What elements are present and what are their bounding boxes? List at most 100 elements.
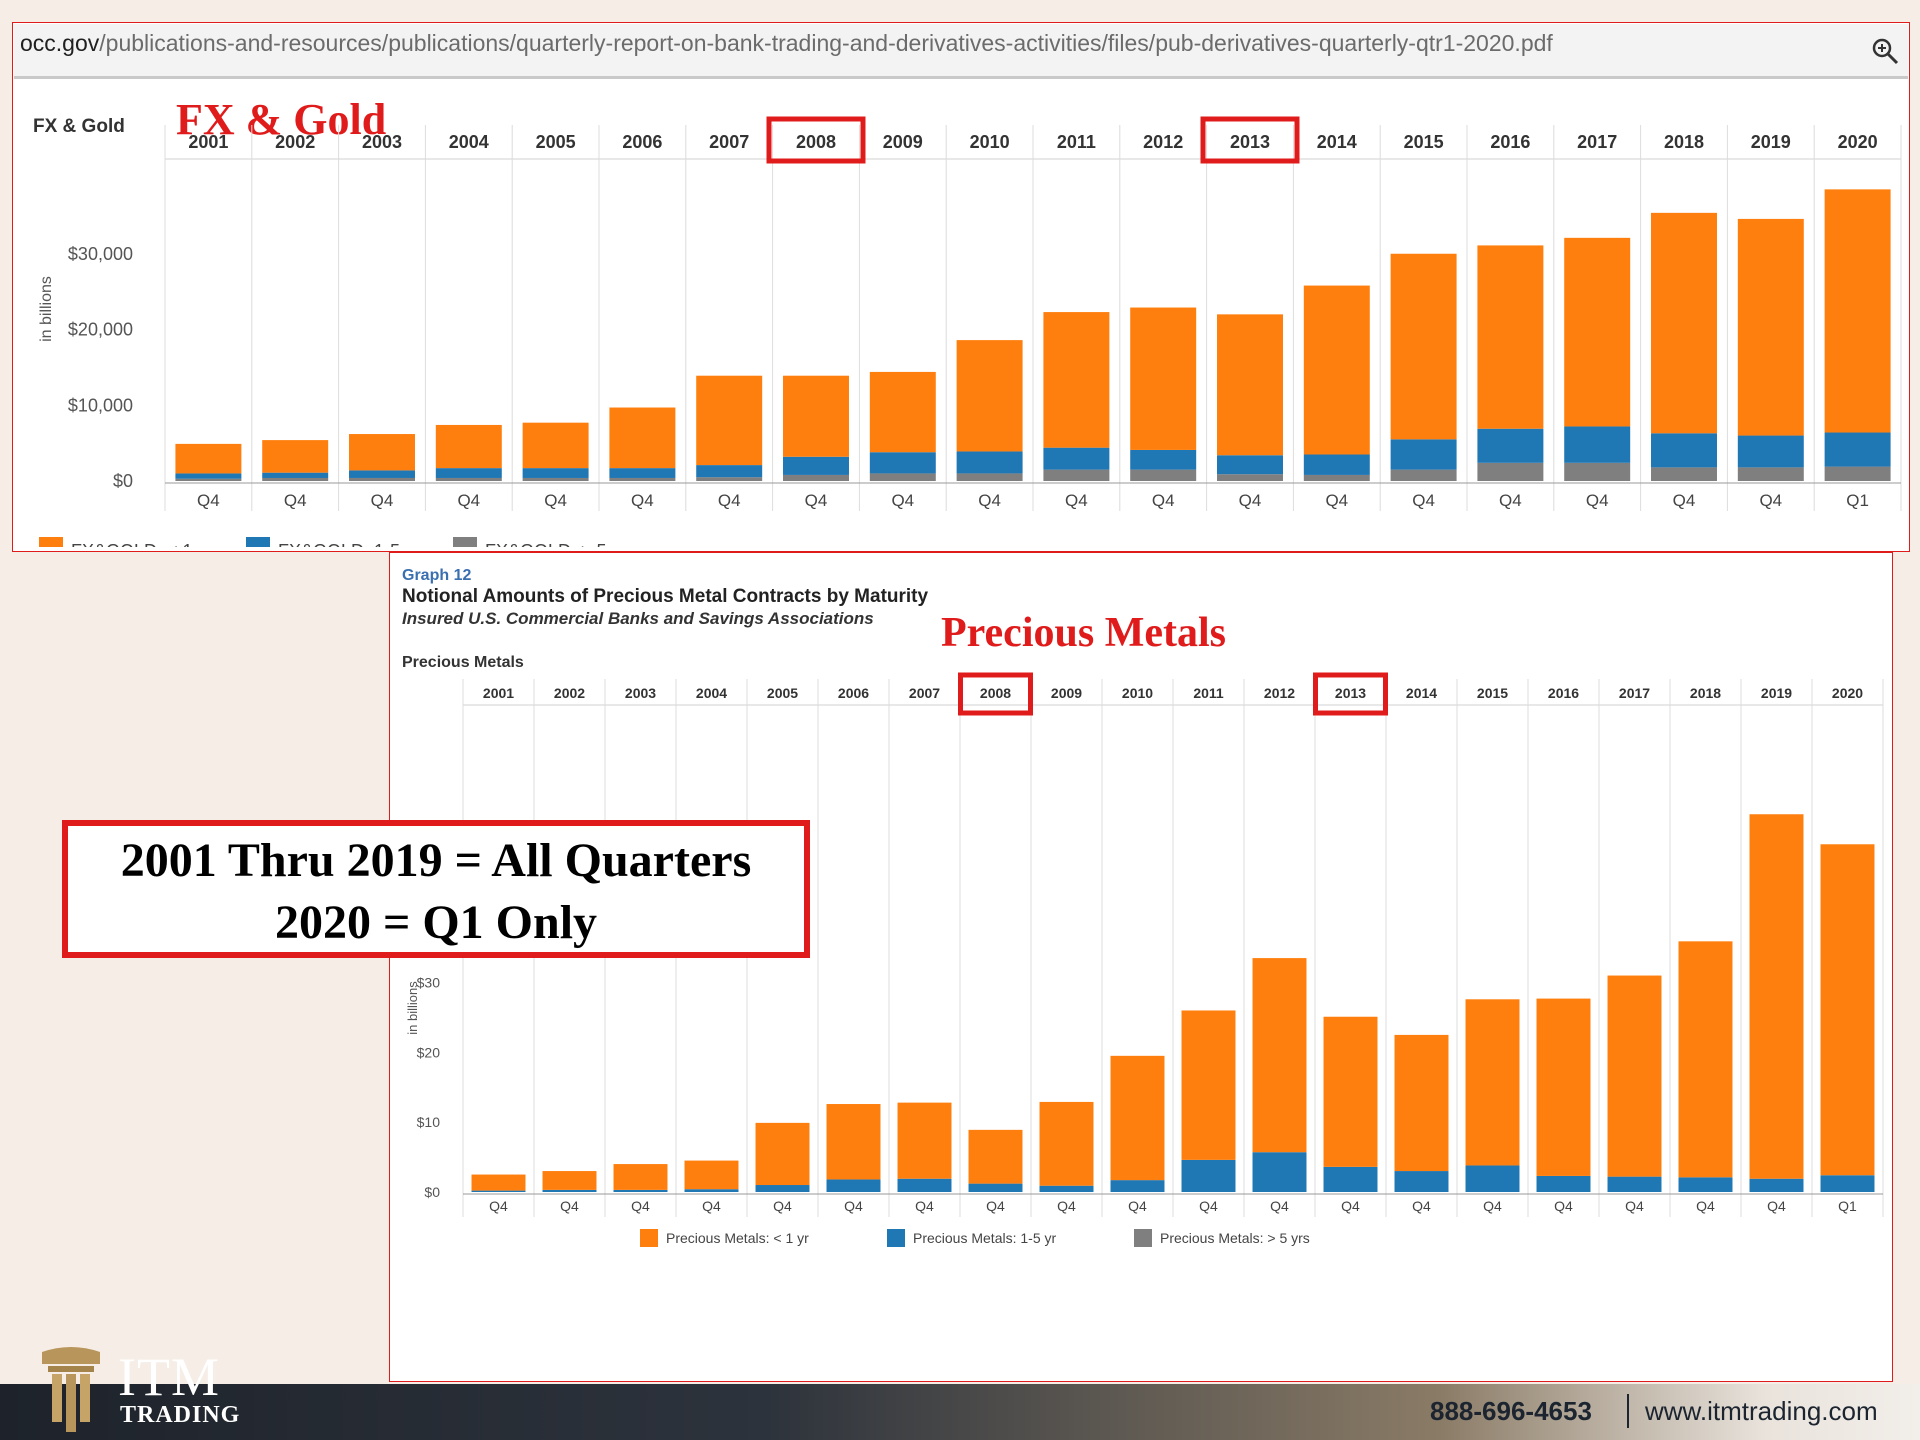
bar-segment	[1824, 432, 1891, 467]
bar-segment	[783, 474, 849, 481]
bar-segment	[1536, 1175, 1591, 1192]
bar-segment	[1678, 941, 1733, 1178]
year-label: 2016	[1548, 685, 1579, 701]
quarter-label: Q4	[805, 491, 828, 510]
footer-divider	[1627, 1394, 1629, 1428]
bar-segment	[522, 468, 589, 478]
pillar-logo-icon	[42, 1347, 100, 1432]
quarter-label: Q4	[718, 491, 741, 510]
quarter-label: Q4	[1412, 1198, 1431, 1214]
graph-label: Graph 12	[402, 567, 471, 584]
chart-title: Notional Amounts of Precious Metal Contr…	[402, 586, 929, 607]
quarter-label: Q4	[544, 491, 567, 510]
bar-segment	[1607, 1176, 1662, 1192]
bar-segment	[1130, 449, 1197, 470]
bar-segment	[1651, 212, 1717, 434]
year-label: 2012	[1143, 132, 1183, 152]
bar-segment	[1465, 1165, 1520, 1192]
callout-line-2: 2020 = Q1 Only	[274, 896, 598, 949]
year-label: 2018	[1690, 685, 1721, 701]
year-label: 2010	[970, 132, 1010, 152]
legend-swatch	[453, 537, 477, 547]
quarter-label: Q4	[1152, 491, 1175, 510]
legend-swatch	[640, 1229, 658, 1247]
bar-segment	[1303, 474, 1370, 481]
bar-segment	[684, 1189, 739, 1192]
bar-segment	[522, 477, 589, 481]
bar-segment	[1217, 314, 1283, 456]
legend-swatch	[887, 1229, 905, 1247]
quarter-label: Q4	[1199, 1198, 1218, 1214]
year-label: 2020	[1838, 132, 1878, 152]
y-tick-label: $20,000	[68, 320, 133, 340]
legend-swatch	[246, 537, 270, 547]
year-label: 2011	[1057, 132, 1096, 152]
callout-line-1: 2001 Thru 2019 = All Quarters	[120, 834, 752, 887]
year-label: 2007	[909, 685, 940, 701]
year-label: 2009	[1051, 685, 1082, 701]
year-label: 2014	[1406, 685, 1437, 701]
bar-segment	[1110, 1055, 1165, 1181]
bar-segment	[435, 477, 502, 481]
bar-segment	[1737, 467, 1804, 481]
quarter-label: Q4	[1673, 491, 1696, 510]
legend-swatch	[1134, 1229, 1152, 1247]
quarter-label: Q1	[1846, 491, 1869, 510]
bar-segment	[1477, 462, 1544, 481]
chart-subtitle: Insured U.S. Commercial Banks and Saving…	[402, 609, 874, 628]
logo-brand-text: ITM	[118, 1347, 220, 1407]
quarter-label: Q4	[1065, 491, 1088, 510]
bar-segment	[826, 1104, 881, 1180]
footer-phone[interactable]: 888-696-4653	[1430, 1396, 1592, 1426]
quarter-label: Q4	[1057, 1198, 1076, 1214]
bar-segment	[1110, 1180, 1165, 1192]
bar-segment	[435, 424, 502, 469]
bar-segment	[897, 1178, 952, 1192]
year-label: 2005	[767, 685, 798, 701]
year-label: 2014	[1317, 132, 1357, 152]
bar-segment	[1303, 285, 1370, 455]
legend-label: FX&GOLD: < 1 yr	[71, 541, 213, 547]
bar-segment	[349, 434, 415, 471]
url-path: /publications-and-resources/publications…	[99, 30, 1553, 56]
bar-segment	[956, 473, 1023, 481]
precious-metals-panel: Graph 12 Notional Amounts of Precious Me…	[389, 552, 1893, 1382]
bar-segment	[1651, 467, 1717, 481]
highlight-year-box	[766, 116, 866, 164]
bar-segment	[1465, 999, 1520, 1166]
bar-segment	[175, 443, 242, 474]
year-label: 2008	[796, 132, 836, 152]
bar-segment	[1536, 998, 1591, 1176]
bar-segment	[696, 477, 763, 481]
quarter-label: Q4	[1341, 1198, 1360, 1214]
year-label: 2019	[1761, 685, 1792, 701]
bar-segment	[696, 465, 763, 478]
quarter-label: Q4	[284, 491, 307, 510]
quarter-label: Q4	[1554, 1198, 1573, 1214]
y-tick-label: $0	[424, 1184, 440, 1200]
zoom-magnifier-icon[interactable]	[1870, 36, 1900, 66]
bar-segment	[471, 1190, 526, 1192]
year-label: 2012	[1264, 685, 1295, 701]
year-label: 2019	[1751, 132, 1791, 152]
bar-segment	[755, 1122, 810, 1186]
fx-gold-panel-label: FX & Gold	[33, 116, 125, 137]
bar-segment	[262, 477, 329, 481]
address-url[interactable]: occ.gov/publications-and-resources/publi…	[20, 30, 1553, 57]
year-label: 2018	[1664, 132, 1704, 152]
year-label: 2002	[554, 685, 585, 701]
bar-segment	[1039, 1185, 1094, 1192]
bar-segment	[1043, 447, 1110, 470]
quarter-label: Q4	[1412, 491, 1435, 510]
highlight-year-box	[1200, 116, 1300, 164]
footer-website[interactable]: www.itmtrading.com	[1645, 1396, 1878, 1426]
year-label: 2009	[883, 132, 923, 152]
browser-address-bar[interactable]: occ.gov/publications-and-resources/publi…	[14, 24, 1908, 79]
bar-segment	[1252, 1152, 1307, 1192]
quarter-label: Q4	[844, 1198, 863, 1214]
footer-bar: 888-696-4653 www.itmtrading.com	[0, 1384, 1920, 1440]
bar-segment	[613, 1164, 668, 1190]
quarters-callout: 2001 Thru 2019 = All Quarters 2020 = Q1 …	[62, 820, 810, 958]
quarter-label: Q4	[631, 491, 654, 510]
bar-segment	[542, 1171, 597, 1190]
